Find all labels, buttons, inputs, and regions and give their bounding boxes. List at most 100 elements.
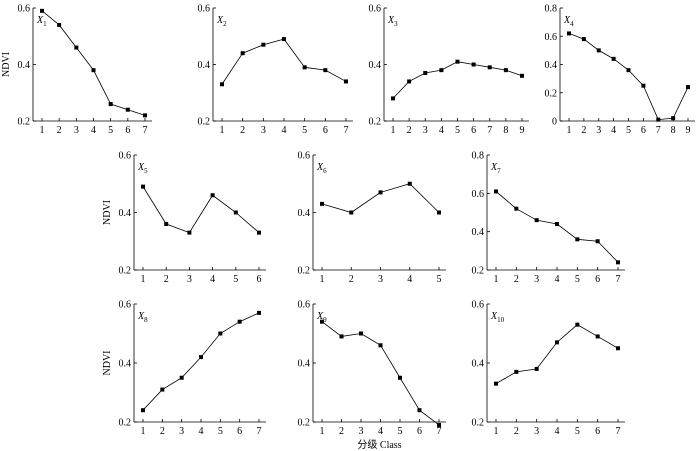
y-tick-label: 0.2: [472, 418, 485, 429]
y-axis-label: NDVI: [102, 351, 113, 376]
y-tick-label: 0.6: [298, 300, 311, 311]
data-point: [220, 82, 224, 87]
x-tick-label: 1: [220, 125, 225, 136]
x-tick-label: 2: [407, 125, 412, 136]
data-point: [320, 201, 324, 206]
data-point: [261, 42, 266, 47]
x-tick-label: 2: [514, 426, 519, 437]
x-tick-label: 3: [261, 125, 266, 136]
panel-label-var: X: [137, 162, 145, 173]
x-tick-label: 5: [233, 274, 238, 285]
x-tick-label: 5: [437, 274, 442, 285]
x-tick-label: 5: [575, 426, 580, 437]
panel-label-sub: 8: [144, 316, 148, 324]
data-point: [626, 68, 631, 73]
data-point: [407, 79, 412, 84]
panel-label-sub: 6: [323, 167, 327, 175]
panel-label-var: X: [36, 15, 44, 26]
panel-label-var: X: [216, 15, 224, 26]
ndvi-series-line: [142, 312, 260, 411]
x-tick-label: 5: [575, 274, 580, 285]
x-tick-label: 6: [471, 125, 476, 136]
ndvi-series-line: [495, 191, 619, 263]
data-point: [302, 65, 307, 70]
data-point: [555, 340, 559, 345]
data-point: [686, 85, 690, 90]
x-tick-label: 3: [534, 274, 539, 285]
x-tick-label: 7: [437, 426, 442, 437]
data-point: [581, 37, 586, 42]
y-tick-label: 0.4: [119, 208, 132, 219]
x-tick-label: 9: [686, 125, 691, 136]
x-tick-label: 6: [257, 274, 262, 285]
data-point: [437, 422, 441, 427]
x-tick-label: 4: [378, 426, 383, 437]
data-point: [423, 70, 428, 75]
y-tick-label: 0.6: [369, 4, 382, 15]
panel-label-sub: 1: [43, 20, 47, 28]
x-tick-label: 2: [339, 426, 344, 437]
data-point: [595, 334, 600, 339]
x-tick-label: 1: [494, 426, 499, 437]
data-point: [534, 366, 539, 371]
chart-panel-4: 00.20.40.60.81 2 3 4 5 6 7 8 9X4: [545, 4, 695, 136]
panel-label-var: X: [137, 311, 145, 322]
panel-label-sub: 2: [223, 20, 227, 28]
x-tick-label: 5: [302, 125, 307, 136]
y-axis-label: NDVI: [1, 52, 12, 77]
data-point: [494, 381, 498, 386]
ndvi-series-line: [321, 183, 440, 213]
chart-panel-9: 0.2 0.4 0.6 1 2 3 4 5 6 7 X9 分级 Class: [298, 300, 446, 451]
panel-label: X2: [216, 15, 227, 28]
x-tick-label: 5: [398, 426, 403, 437]
data-point: [567, 31, 571, 36]
x-tick-label: 5: [626, 125, 631, 136]
data-point: [391, 96, 395, 101]
x-tick-label: 4: [199, 426, 204, 437]
x-tick-label: 2: [581, 125, 586, 136]
panel-label: X9: [316, 311, 327, 324]
y-tick-label: 0.2: [119, 418, 132, 429]
x-tick-label: 4: [611, 125, 616, 136]
data-point: [218, 331, 223, 336]
x-tick-label: 3: [74, 125, 79, 136]
chart-panel-2: 0.20.40.61 2 3 4 5 6 7X2: [198, 4, 353, 136]
y-tick-label: 0.2: [545, 88, 558, 99]
chart-panel-3: 0.20.40.61 2 3 4 5 6 7 8 9X3: [369, 4, 529, 136]
panel-label-var: X: [490, 162, 498, 173]
x-tick-label: 6: [237, 426, 242, 437]
x-tick-label: 6: [595, 426, 600, 437]
data-point: [233, 210, 238, 215]
data-point: [596, 48, 601, 53]
x-tick-label: 3: [359, 426, 364, 437]
x-tick-label: 1: [567, 125, 572, 136]
data-point: [494, 189, 498, 194]
data-point: [407, 181, 412, 186]
ndvi-series-line: [495, 324, 619, 384]
x-tick-label: 1: [494, 274, 499, 285]
panel-label: X4: [563, 15, 574, 28]
x-tick-label: 4: [282, 125, 287, 136]
data-point: [595, 239, 600, 244]
x-tick-label: 7: [616, 274, 621, 285]
x-tick-label: 3: [378, 274, 383, 285]
panel-label: X10: [490, 311, 505, 324]
data-point: [378, 343, 383, 348]
data-point: [160, 387, 165, 392]
y-tick-label: 0.4: [298, 208, 311, 219]
data-point: [143, 113, 147, 118]
data-point: [520, 73, 524, 78]
panel-label-sub: 5: [144, 167, 148, 175]
x-tick-label: 5: [218, 426, 223, 437]
x-tick-label: 1: [320, 426, 325, 437]
panel-label-var: X: [563, 15, 571, 26]
data-point: [323, 68, 328, 73]
x-tick-label: 3: [179, 426, 184, 437]
x-tick-label: 9: [520, 125, 525, 136]
y-tick-label: 0.4: [545, 60, 558, 71]
data-point: [320, 319, 324, 324]
y-axis-label: NDVI: [102, 200, 113, 225]
chart-panel-10: 0.2 0.4 0.6 1 2 3 4 5 6 7 X10: [472, 300, 625, 437]
